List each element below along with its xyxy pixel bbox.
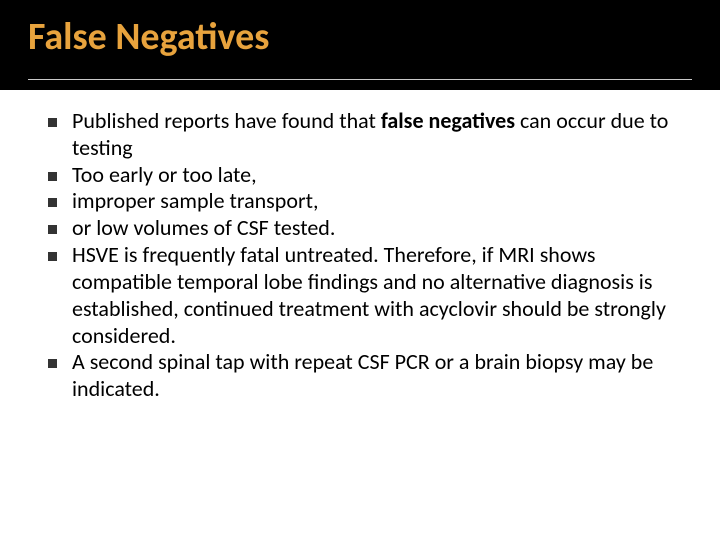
slide-content: Published reports have found that false …: [0, 90, 720, 403]
list-item: HSVE is frequently fatal untreated. Ther…: [48, 242, 680, 349]
title-underline: [28, 79, 692, 80]
bullet-text-pre: Too early or too late,: [72, 161, 257, 188]
bullet-text-pre: A second spinal tap with repeat CSF PCR …: [72, 348, 653, 402]
bullet-text-pre: improper sample transport,: [72, 187, 318, 214]
bullet-text-pre: or low volumes of CSF tested.: [72, 214, 335, 241]
bullet-text-pre: Published reports have found that: [72, 107, 381, 134]
bullet-text-bold: false negatives: [381, 107, 515, 134]
list-item: Too early or too late,: [48, 162, 680, 189]
list-item: Published reports have found that false …: [48, 108, 680, 162]
bullet-list: Published reports have found that false …: [48, 108, 680, 403]
list-item: A second spinal tap with repeat CSF PCR …: [48, 349, 680, 403]
list-item: improper sample transport,: [48, 188, 680, 215]
list-item: or low volumes of CSF tested.: [48, 215, 680, 242]
bullet-text-pre: HSVE is frequently fatal untreated. Ther…: [72, 241, 666, 348]
slide-title: False Negatives: [28, 14, 720, 60]
title-band: False Negatives: [0, 0, 720, 90]
